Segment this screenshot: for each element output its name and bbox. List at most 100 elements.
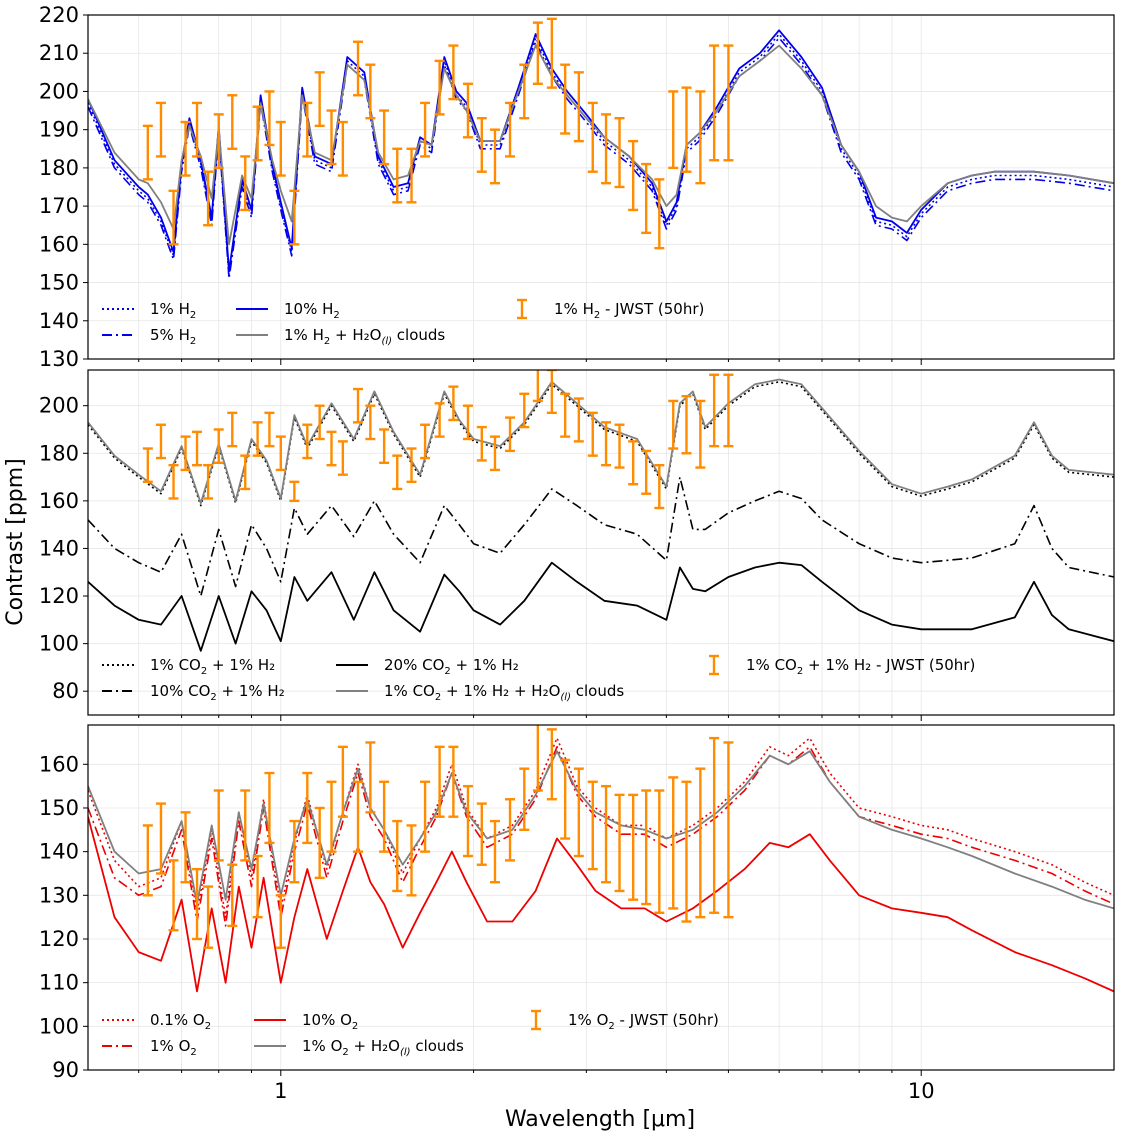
errorbar xyxy=(587,101,598,173)
errorbar xyxy=(213,789,224,862)
errorbar xyxy=(601,113,612,185)
errorbar xyxy=(314,71,325,128)
errorbar xyxy=(326,430,337,467)
errorbar xyxy=(302,423,313,460)
errorbar xyxy=(353,40,364,97)
errorbar xyxy=(155,802,166,875)
errorbar xyxy=(476,802,487,866)
errorbar xyxy=(723,373,734,448)
errorbar xyxy=(379,109,390,166)
series-line-3 xyxy=(88,29,1114,273)
errorbar xyxy=(203,170,214,227)
errorbar xyxy=(587,780,598,871)
y-tick-label: 160 xyxy=(39,752,79,776)
legend-label: 1% H2 - JWST (50hr) xyxy=(554,300,704,321)
y-tick-label: 80 xyxy=(52,679,79,703)
errorbar xyxy=(489,819,500,884)
errorbar xyxy=(142,447,153,484)
errorbar xyxy=(142,124,153,181)
errorbar xyxy=(723,741,734,919)
y-tick-label: 210 xyxy=(39,41,79,65)
errorbar xyxy=(392,454,403,491)
errorbar xyxy=(695,399,706,469)
errorbar xyxy=(628,139,639,212)
errorbar-group xyxy=(142,370,734,510)
errorbar xyxy=(275,120,286,177)
errorbar xyxy=(406,824,417,897)
errorbar xyxy=(532,370,543,403)
errorbar xyxy=(365,741,376,814)
legend-item-1: 0.1% O2 xyxy=(102,1011,211,1032)
errorbar xyxy=(252,421,263,457)
legend-label: 1% H2 xyxy=(150,300,196,321)
legend-item-5: 1% CO2 + 1% H₂ - JWST (50hr) xyxy=(709,654,975,677)
errorbar xyxy=(654,178,665,250)
errorbar xyxy=(302,771,313,845)
errorbar xyxy=(628,793,639,901)
panel-3: 90 100 110 120 130 140 150 160 1 10 0.1% O2 1% O2 10… xyxy=(39,724,1115,1103)
errorbar xyxy=(252,854,263,919)
errorbar xyxy=(302,101,313,158)
series-line-1 xyxy=(88,33,1114,276)
errorbar xyxy=(379,428,390,464)
errorbar xyxy=(681,780,692,923)
legend-label: 1% CO2 + 1% H₂ - JWST (50hr) xyxy=(746,656,975,677)
errorbar xyxy=(560,392,571,438)
legend-label: 20% CO2 + 1% H₂ xyxy=(384,656,519,677)
y-tick-label: 170 xyxy=(39,194,79,218)
y-tick-label: 120 xyxy=(39,584,79,608)
errorbar xyxy=(434,59,445,116)
errorbar xyxy=(406,447,417,484)
panel-frame xyxy=(87,14,1115,360)
y-tick-label: 90 xyxy=(52,1058,79,1082)
errorbar xyxy=(668,776,679,910)
y-tick-label: 200 xyxy=(39,394,79,418)
legend-item-4: 1% H2 + H₂O(l) clouds xyxy=(236,326,445,347)
legend-label: 1% CO2 + 1% H₂ + H₂O(l) clouds xyxy=(384,682,624,703)
y-ticks: 90 100 110 120 130 140 150 160 xyxy=(39,752,88,1082)
errorbar xyxy=(668,90,679,170)
y-tick-label: 140 xyxy=(39,840,79,864)
legend-item-1: 1% CO2 + 1% H₂ xyxy=(102,656,275,677)
errorbar xyxy=(252,105,263,162)
errorbar xyxy=(462,82,473,139)
errorbar xyxy=(519,63,530,120)
series-line-4 xyxy=(88,378,1114,505)
errorbar xyxy=(289,819,300,884)
errorbar xyxy=(155,423,166,460)
errorbar xyxy=(641,162,652,235)
errorbar xyxy=(275,435,286,472)
errorbar xyxy=(601,784,612,884)
errorbar xyxy=(505,798,516,862)
y-tick-label: 180 xyxy=(39,156,79,180)
errorbar xyxy=(379,780,390,853)
errorbar xyxy=(168,189,179,246)
errorbar xyxy=(392,819,403,893)
plot-area xyxy=(88,725,1114,993)
errorbar xyxy=(275,894,286,949)
y-tick-label: 200 xyxy=(39,79,79,103)
errorbar xyxy=(505,416,516,453)
errorbar xyxy=(392,147,403,204)
errorbar xyxy=(203,885,214,949)
x-ticks: 1 10 xyxy=(138,1070,935,1103)
errorbar xyxy=(489,128,500,185)
legend-label: 10% H2 xyxy=(284,300,340,321)
x-tick-label: 10 xyxy=(908,1079,935,1103)
legend-label: 1% O2 + H₂O(l) clouds xyxy=(302,1037,464,1058)
errorbar xyxy=(365,63,376,120)
legend-label: 1% H2 + H₂O(l) clouds xyxy=(284,326,445,347)
errorbar xyxy=(614,116,625,189)
legend-label: 10% O2 xyxy=(302,1011,358,1032)
panel-1: 130 140 150 160 170 180 190 200 210 220 1% H2 5% H2… xyxy=(39,3,1115,371)
errorbar xyxy=(709,44,720,162)
grid-lines xyxy=(88,370,1114,715)
legend-item-1: 1% H2 xyxy=(102,300,196,321)
errorbar xyxy=(192,867,203,941)
y-tick-label: 100 xyxy=(39,1014,79,1038)
errorbar xyxy=(240,155,251,212)
legend-item-3: 10% H2 xyxy=(236,300,340,321)
errorbar xyxy=(519,767,530,832)
series-line-3 xyxy=(88,561,1114,652)
errorbar xyxy=(155,101,166,158)
